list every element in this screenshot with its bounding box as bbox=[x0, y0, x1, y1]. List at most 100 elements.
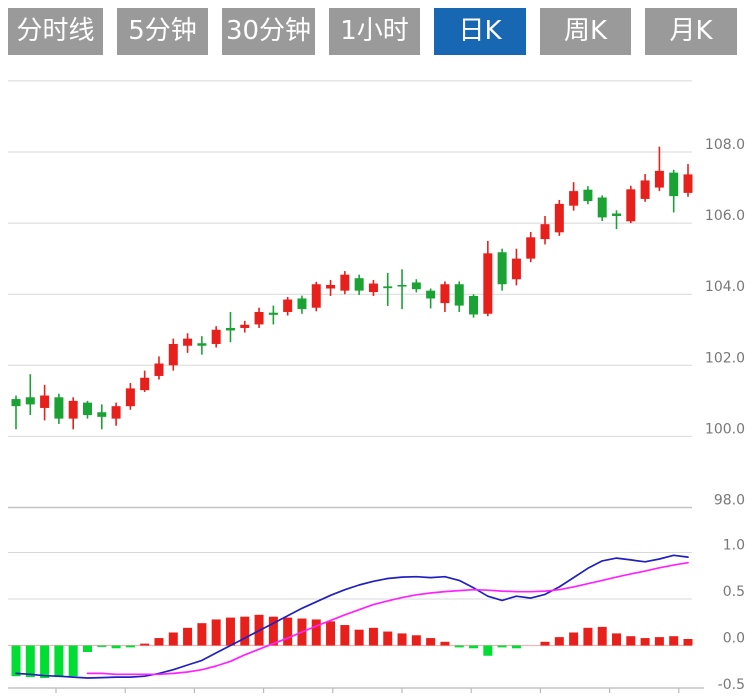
candle-body bbox=[383, 286, 393, 289]
macd-bar-negative bbox=[11, 645, 21, 677]
tab-1hour[interactable]: 1小时 bbox=[329, 8, 420, 55]
candle-body bbox=[11, 399, 21, 407]
candle-body bbox=[354, 278, 364, 291]
candle-body bbox=[511, 258, 521, 280]
candle-body bbox=[626, 189, 636, 222]
candle-body bbox=[254, 311, 264, 325]
macd-bar-positive bbox=[683, 638, 693, 646]
candle-body bbox=[440, 284, 450, 304]
tab-daily-k[interactable]: 日K bbox=[434, 8, 526, 55]
macd-bar-positive bbox=[597, 626, 607, 646]
candle-body bbox=[640, 180, 650, 199]
candle-body bbox=[125, 388, 135, 407]
candle-body bbox=[654, 170, 664, 188]
macd-bar-positive bbox=[426, 638, 436, 646]
candle-body bbox=[111, 406, 121, 419]
macd-bar-positive bbox=[612, 633, 622, 646]
tab-30min[interactable]: 30分钟 bbox=[222, 8, 315, 55]
candle-body bbox=[411, 282, 421, 290]
candle-body bbox=[225, 327, 235, 331]
macd-bar-positive bbox=[411, 635, 421, 646]
macd-bar-positive bbox=[583, 627, 593, 646]
candle-body bbox=[326, 284, 336, 289]
macd-bar-negative bbox=[97, 645, 107, 647]
tab-monthly-k[interactable]: 月K bbox=[645, 8, 737, 55]
candle-body bbox=[454, 284, 464, 306]
candle-body bbox=[40, 395, 50, 408]
candle-body bbox=[397, 284, 407, 287]
candle-body bbox=[612, 213, 622, 216]
macd-bar-negative bbox=[54, 645, 64, 678]
dif-line bbox=[15, 554, 689, 679]
macd-axis-label: 0.5 bbox=[723, 584, 745, 600]
macd-bar-positive bbox=[154, 638, 164, 646]
macd-bar-positive bbox=[440, 641, 450, 646]
price-axis-label: 106.0 bbox=[705, 208, 745, 224]
macd-bar-positive bbox=[669, 636, 679, 646]
macd-bar-negative bbox=[469, 645, 479, 649]
price-axis-label: 100.0 bbox=[705, 421, 745, 437]
macd-bar-negative bbox=[454, 645, 464, 648]
candle-body bbox=[211, 329, 221, 344]
macd-bar-negative bbox=[125, 645, 135, 648]
price-axis-label: 102.0 bbox=[705, 350, 745, 366]
tab-timeline[interactable]: 分时线 bbox=[8, 8, 103, 55]
macd-bar-negative bbox=[497, 645, 507, 648]
candle-body bbox=[683, 174, 693, 193]
candle-body bbox=[554, 203, 564, 233]
macd-bar-positive bbox=[311, 619, 321, 646]
macd-bar-positive bbox=[540, 641, 550, 646]
candle-body bbox=[569, 191, 579, 206]
candle-body bbox=[183, 338, 193, 346]
price-axis-label: 108.0 bbox=[705, 137, 745, 153]
macd-bar-positive bbox=[354, 629, 364, 646]
macd-bar-positive bbox=[368, 627, 378, 646]
candle-body bbox=[140, 377, 150, 391]
macd-bar-positive bbox=[183, 627, 193, 646]
candle-body bbox=[340, 274, 350, 291]
price-axis-label: 98.0 bbox=[714, 493, 745, 509]
candle-body bbox=[154, 363, 164, 376]
candle-body bbox=[426, 290, 436, 299]
macd-bar-positive bbox=[211, 619, 221, 646]
dea-line bbox=[86, 561, 689, 676]
macd-bar-positive bbox=[383, 631, 393, 646]
macd-bar-positive bbox=[283, 617, 293, 646]
macd-axis-label: 0.0 bbox=[723, 631, 745, 647]
candle-body bbox=[197, 343, 207, 346]
price-axis-label: 104.0 bbox=[705, 279, 745, 295]
macd-bar-negative bbox=[483, 645, 493, 656]
macd-bar-positive bbox=[240, 616, 250, 646]
candle-body bbox=[268, 312, 278, 315]
candle-body bbox=[583, 189, 593, 202]
candle-body bbox=[469, 295, 479, 315]
tab-weekly-k[interactable]: 周K bbox=[540, 8, 631, 55]
candle-body bbox=[597, 197, 607, 218]
candle-body bbox=[68, 400, 78, 419]
macd-bar-positive bbox=[554, 637, 564, 646]
candle-body bbox=[311, 284, 321, 308]
candle-body bbox=[540, 224, 550, 240]
macd-bar-negative bbox=[111, 645, 121, 649]
candle-body bbox=[97, 412, 107, 417]
tab-5min[interactable]: 5分钟 bbox=[117, 8, 208, 55]
macd-bar-positive bbox=[569, 632, 579, 646]
macd-bar-positive bbox=[197, 623, 207, 646]
candle-body bbox=[82, 402, 92, 416]
candle-body bbox=[483, 253, 493, 314]
candle-body bbox=[54, 397, 64, 419]
macd-axis-label: 1.0 bbox=[723, 538, 745, 554]
macd-bar-positive bbox=[140, 643, 150, 646]
macd-axis-label: -0.5 bbox=[718, 677, 745, 693]
candle-body bbox=[25, 397, 35, 405]
macd-bar-positive bbox=[225, 617, 235, 646]
candle-body bbox=[368, 283, 378, 293]
macd-bar-positive bbox=[326, 621, 336, 646]
macd-bar-positive bbox=[626, 636, 636, 646]
macd-bar-positive bbox=[654, 637, 664, 646]
candle-body bbox=[297, 298, 307, 310]
candle-body bbox=[283, 299, 293, 312]
period-toolbar: 分时线 5分钟 30分钟 1小时 日K 周K 月K bbox=[0, 0, 755, 60]
candle-body bbox=[168, 343, 178, 366]
